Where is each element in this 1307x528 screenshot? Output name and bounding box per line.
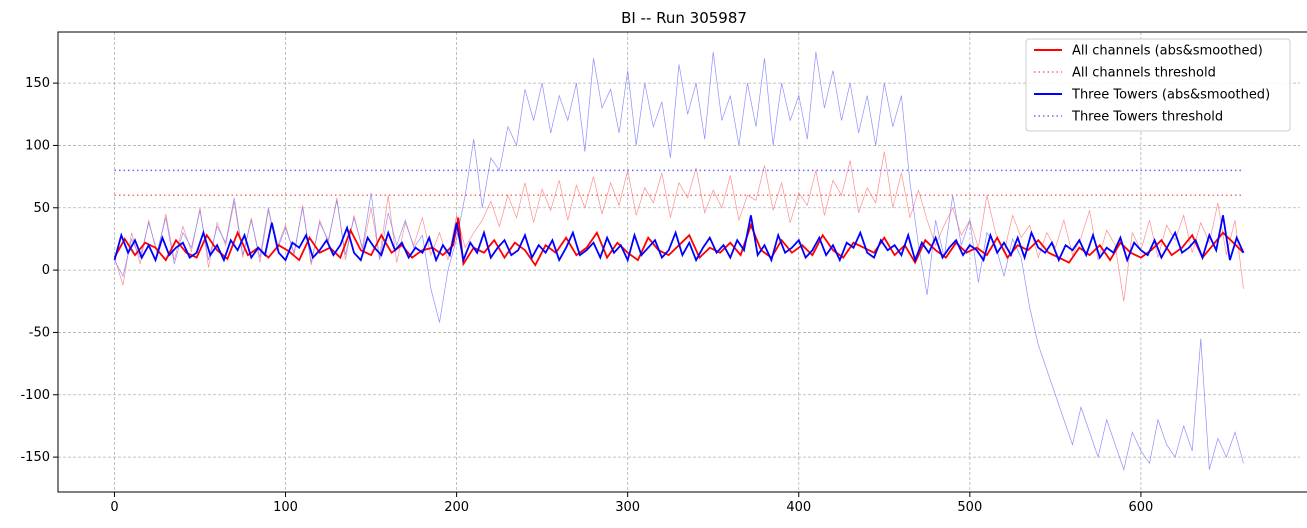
y-tick-label: 50: [33, 201, 50, 216]
series-line-2: [113, 215, 1245, 264]
x-axis: 0 100 200 300 400 500 600: [110, 492, 1153, 515]
y-tick-label: -150: [20, 450, 50, 465]
legend-entry-1: All channels threshold: [1072, 66, 1216, 81]
y-tick-label: 100: [25, 138, 50, 153]
x-tick-label: 300: [615, 500, 640, 515]
legend-entry-3: Three Towers threshold: [1071, 110, 1223, 125]
raw-trace-line-5: [114, 51, 1244, 471]
x-tick-label: 0: [110, 500, 118, 515]
legend-box: [1025, 38, 1291, 132]
series-line-0: [113, 217, 1245, 267]
y-tick-label: -50: [29, 325, 50, 340]
chart-title: BI -- Run 305987: [621, 9, 747, 27]
raw-trace-line-4: [114, 151, 1244, 302]
y-tick-label: 0: [42, 263, 50, 278]
x-tick-label: 100: [273, 500, 298, 515]
x-tick-label: 400: [786, 500, 811, 515]
x-tick-label: 500: [957, 500, 982, 515]
x-tick-label: 200: [444, 500, 469, 515]
legend-entry-0: All channels (abs&smoothed): [1072, 44, 1263, 59]
x-tick-label: 600: [1128, 500, 1153, 515]
legend-entry-2: Three Towers (abs&smoothed): [1071, 88, 1270, 103]
legend: All channels (abs&smoothed) All channels …: [1025, 38, 1291, 132]
y-axis: -150 -100 -50 0 50 100 150: [20, 76, 58, 465]
series-layer: [113, 51, 1245, 471]
y-tick-label: 150: [25, 76, 50, 91]
y-tick-label: -100: [20, 388, 50, 403]
plot-frame: [57, 31, 1307, 493]
